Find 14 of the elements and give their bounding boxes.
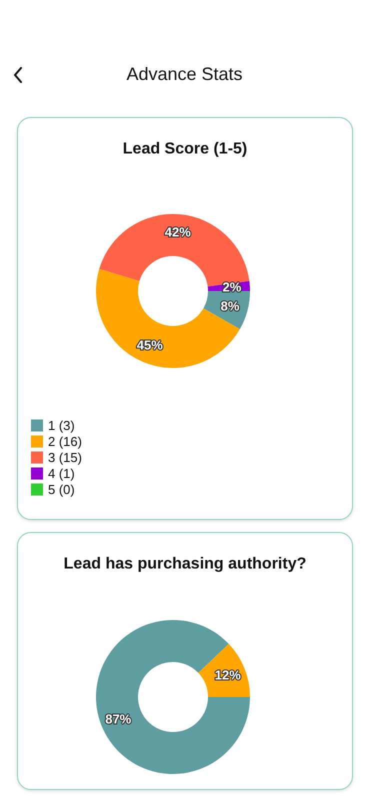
data-label: 87% — [105, 711, 132, 726]
data-label: 8% — [220, 298, 240, 314]
legend-label: 2 (16) — [48, 434, 82, 449]
data-label: 12% — [214, 668, 242, 683]
text: Advance Stats — [125, 64, 244, 85]
legend-label: 3 (15) — [48, 450, 82, 465]
data-label: 42% — [164, 224, 192, 240]
data-label: 45% — [136, 338, 164, 353]
data-label: 2% — [222, 280, 242, 295]
chart-title: Lead Score (1-5) — [122, 140, 248, 158]
legend-label: 4 (1) — [48, 466, 75, 481]
chart-title: Lead has purchasing authority? — [64, 556, 306, 572]
legend-label: 5 (0) — [48, 482, 75, 497]
legend-label: 1 (3) — [48, 418, 75, 433]
